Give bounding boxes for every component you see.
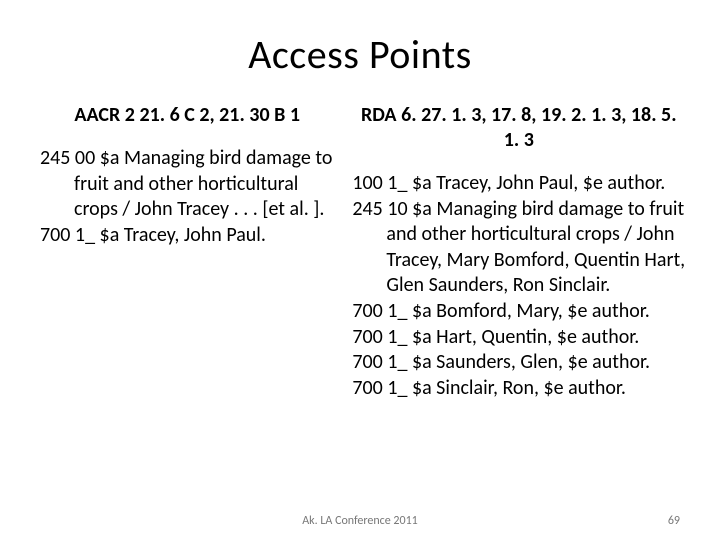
right-heading: RDA 6. 27. 1. 3, 17. 8, 19. 2. 1. 3, 18.… (352, 103, 685, 153)
right-entry: 700 1_ $a Saunders, Glen, $e author. (352, 350, 685, 376)
footer-page-number: 69 (418, 514, 680, 528)
columns: AACR 2 21. 6 C 2, 21. 30 B 1 245 00 $a M… (40, 103, 680, 401)
right-entry: 100 1_ $a Tracey, John Paul, $e author. (352, 171, 685, 197)
left-entry: 245 00 $a Managing bird damage to fruit … (40, 146, 334, 223)
slide-title: Access Points (40, 30, 680, 79)
left-heading: AACR 2 21. 6 C 2, 21. 30 B 1 (40, 103, 334, 128)
footer: Ak. LA Conference 2011 69 (0, 514, 720, 528)
right-entry: 700 1_ $a Hart, Quentin, $e author. (352, 325, 685, 351)
left-entry: 700 1_ $a Tracey, John Paul. (40, 223, 334, 249)
left-column: AACR 2 21. 6 C 2, 21. 30 B 1 245 00 $a M… (40, 103, 334, 401)
footer-spacer (40, 514, 302, 528)
right-entry: 700 1_ $a Sinclair, Ron, $e author. (352, 376, 685, 402)
right-entry: 700 1_ $a Bomford, Mary, $e author. (352, 299, 685, 325)
right-column: RDA 6. 27. 1. 3, 17. 8, 19. 2. 1. 3, 18.… (352, 103, 685, 401)
right-entry: 245 10 $a Managing bird damage to fruit … (352, 197, 685, 299)
footer-conference: Ak. LA Conference 2011 (302, 514, 418, 528)
slide: Access Points AACR 2 21. 6 C 2, 21. 30 B… (0, 0, 720, 540)
